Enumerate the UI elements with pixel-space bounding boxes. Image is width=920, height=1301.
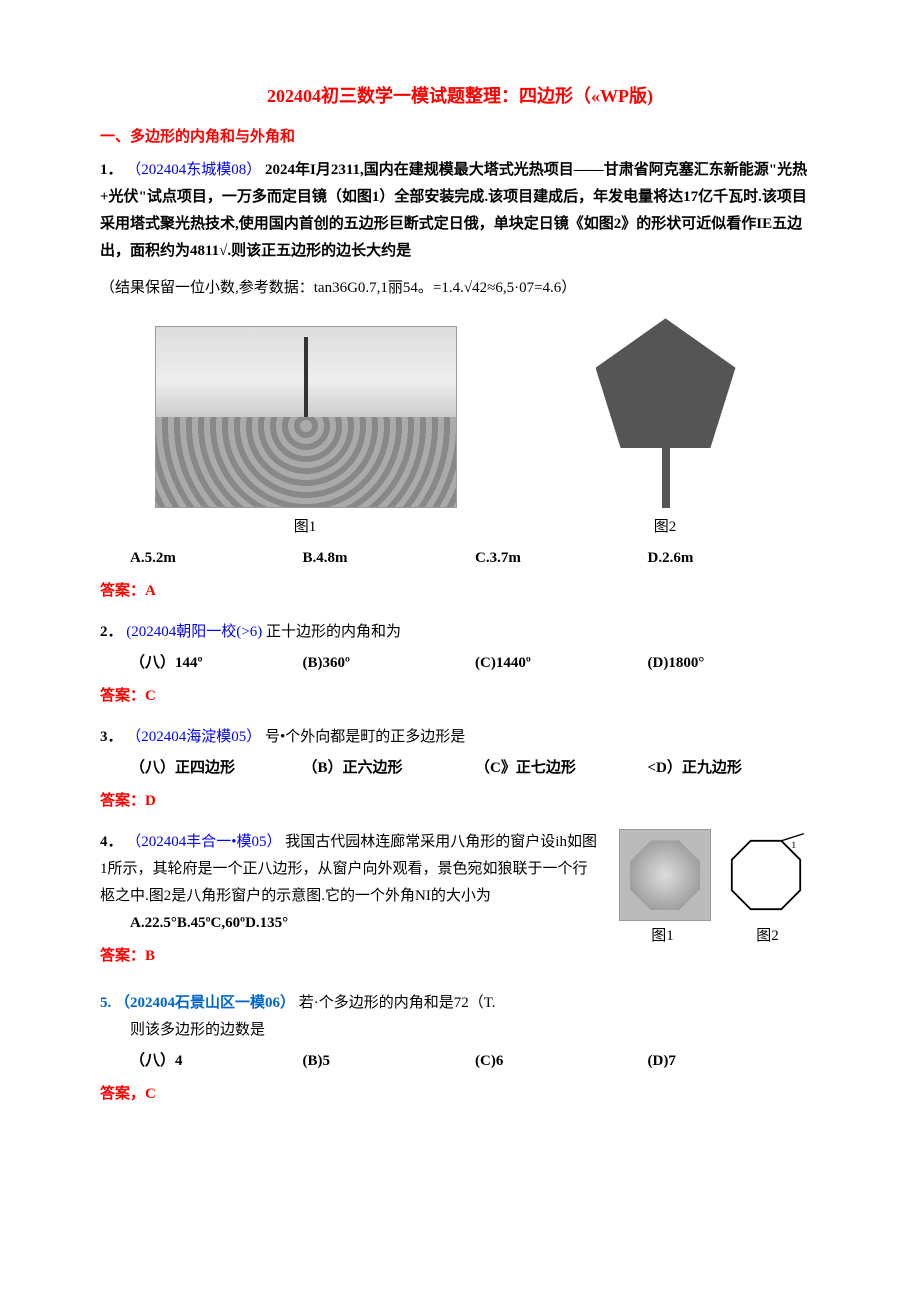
option-b: （B）正六边形	[303, 755, 476, 782]
option-d: (D)7	[648, 1048, 821, 1075]
q4-figure-2: 1	[721, 830, 811, 920]
q-num: 3．	[100, 729, 123, 745]
option-a: A.5.2m	[130, 545, 303, 572]
option-a: （八）正四边形	[130, 755, 303, 782]
answer-5: 答案，C	[100, 1081, 820, 1108]
option-b: (B)360º	[303, 650, 476, 677]
figure-1-caption: 图1	[155, 514, 455, 541]
option-c: (C)1440º	[475, 650, 648, 677]
option-a: （八）4	[130, 1048, 303, 1075]
q-num: 1．	[100, 162, 123, 178]
figure-row	[100, 318, 820, 508]
q-hint: （结果保留一位小数,参考数据：tan36G0.7,1丽54。=1.4.√42≈6…	[100, 275, 820, 302]
q-source: (202404朝阳一校(>6)	[126, 624, 262, 640]
figure-1-photo	[155, 326, 457, 508]
q-body: 号•个外向都是町的正多边形是	[265, 729, 465, 745]
q-source: （202404东城模08）	[126, 162, 261, 178]
figure-2-stick	[662, 448, 670, 508]
question-4: 1 图1 图2 4． （202404丰合一•模05） 我国古代园林连廊常采用八角…	[100, 829, 820, 984]
option-d: (D)1800°	[648, 650, 821, 677]
q4-figures: 1 图1 图2	[610, 829, 820, 950]
answer-2: 答案：C	[100, 683, 820, 710]
option-b: B.4.8m	[303, 545, 476, 572]
q-source: （202404石景山区一模06）	[115, 995, 295, 1011]
answer-3: 答案：D	[100, 788, 820, 815]
option-c: （C》正七边形	[475, 755, 648, 782]
option-b: (B)5	[303, 1048, 476, 1075]
option-d: <D）正九边形	[648, 755, 821, 782]
q4-figure-1	[619, 829, 711, 921]
q-body: 正十边形的内角和为	[266, 624, 401, 640]
q-source: （202404丰合一•模05）	[126, 834, 281, 850]
q-body-1: 若·个多边形的内角和是72（T.	[299, 995, 496, 1011]
question-3: 3． （202404海淀模05） 号•个外向都是町的正多边形是 （八）正四边形 …	[100, 724, 820, 782]
q-body-2: 则该多边形的边数是	[130, 1017, 820, 1044]
page-title: 202404初三数学一模试题整理：四边形（«WP版)	[100, 80, 820, 112]
option-c: (C)6	[475, 1048, 648, 1075]
q-num: 4．	[100, 834, 123, 850]
answer-1: 答案：A	[100, 578, 820, 605]
q4-fig2-caption: 图2	[756, 923, 779, 950]
question-5: 5. （202404石景山区一模06） 若·个多边形的内角和是72（T. 则该多…	[100, 990, 820, 1075]
q-source: （202404海淀模05）	[126, 729, 261, 745]
figure-2-caption: 图2	[565, 514, 765, 541]
section-heading: 一、多边形的内角和与外角和	[100, 124, 820, 151]
q4-fig1-caption: 图1	[651, 923, 674, 950]
figure-2-pentagon	[596, 318, 736, 448]
option-d: D.2.6m	[648, 545, 821, 572]
svg-text:1: 1	[791, 840, 796, 851]
q-num: 5.	[100, 995, 111, 1011]
option-c: C.3.7m	[475, 545, 648, 572]
q-num: 2．	[100, 624, 123, 640]
question-2: 2． (202404朝阳一校(>6) 正十边形的内角和为 （八）144º (B)…	[100, 619, 820, 677]
question-1: 1． （202404东城模08） 2024年I月2311,国内在建规模最大塔式光…	[100, 157, 820, 572]
option-a: （八）144º	[130, 650, 303, 677]
